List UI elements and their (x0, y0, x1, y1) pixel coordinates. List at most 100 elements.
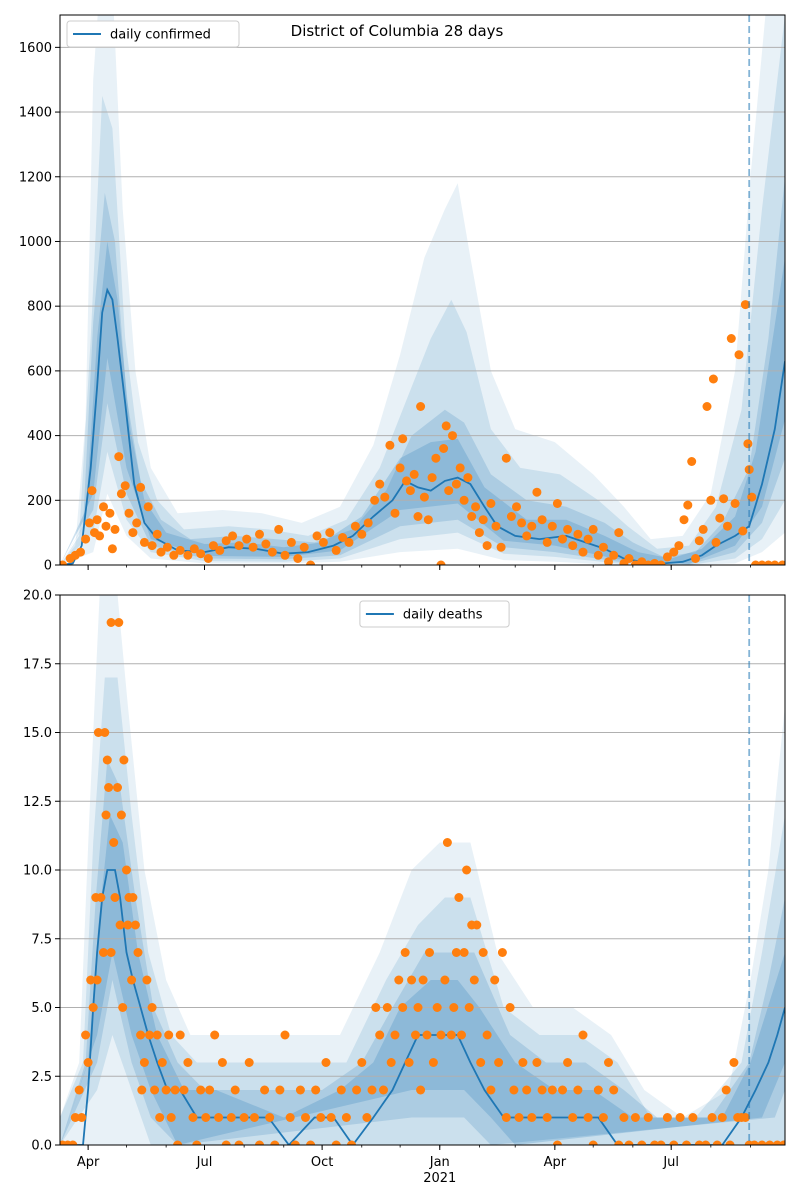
observed-point (130, 920, 140, 930)
observed-point (462, 865, 472, 875)
observed-point (81, 1030, 91, 1040)
observed-point (455, 463, 465, 473)
observed-point (486, 1085, 496, 1095)
observed-point (490, 975, 500, 985)
confirmed-observed-points (60, 300, 785, 565)
y-tick-label: 12.5 (23, 795, 52, 810)
observed-point (451, 948, 461, 957)
observed-point (101, 810, 111, 820)
observed-point (390, 1030, 400, 1040)
observed-point (609, 550, 619, 560)
uncertainty-band-2 (60, 15, 785, 565)
observed-point (444, 486, 454, 496)
observed-point (547, 521, 557, 531)
observed-point (173, 1140, 183, 1145)
observed-point (674, 541, 684, 551)
observed-point (757, 1140, 767, 1145)
y-tick-label: 1200 (19, 170, 52, 185)
observed-point (662, 552, 672, 562)
observed-point (123, 920, 133, 930)
observed-point (205, 1085, 215, 1095)
observed-point (189, 544, 199, 554)
deaths-legend: daily deaths (359, 600, 510, 628)
observed-point (398, 1003, 408, 1012)
observed-point (683, 500, 693, 510)
observed-point (87, 486, 97, 496)
observed-point (691, 554, 700, 563)
observed-point (234, 541, 244, 551)
observed-point (687, 457, 697, 466)
observed-point (698, 524, 708, 534)
observed-point (463, 473, 473, 483)
observed-point (137, 1085, 147, 1095)
observed-point (656, 1140, 666, 1145)
confirmed-plot-area (60, 15, 785, 565)
observed-point (76, 547, 85, 557)
observed-point (142, 975, 152, 985)
observed-point (136, 482, 146, 492)
observed-point (478, 515, 488, 525)
observed-point (390, 508, 400, 518)
observed-point (675, 1113, 685, 1122)
observed-point (152, 1030, 162, 1040)
observed-point (116, 489, 126, 499)
observed-point (522, 531, 532, 541)
observed-point (563, 1058, 573, 1067)
observed-point (380, 492, 390, 502)
observed-point (260, 1085, 270, 1095)
observed-point (604, 557, 613, 565)
observed-point (730, 499, 740, 508)
observed-point (120, 481, 130, 491)
legend-label: daily confirmed (110, 28, 211, 43)
observed-point (147, 541, 157, 551)
observed-point (394, 975, 404, 985)
observed-point (248, 542, 258, 552)
observed-point (113, 783, 122, 792)
observed-point (107, 544, 117, 554)
observed-point (509, 1085, 519, 1095)
observed-point (70, 1113, 80, 1122)
observed-point (242, 534, 252, 544)
observed-point (100, 728, 110, 737)
observed-point (161, 1085, 171, 1095)
y-tick-label: 800 (27, 300, 52, 315)
observed-point (175, 1030, 185, 1040)
x-tick-label: Oct (311, 1155, 333, 1170)
observed-point (357, 529, 367, 539)
observed-point (352, 1085, 362, 1095)
x-tick-label: Jan (429, 1155, 450, 1170)
observed-point (128, 528, 138, 538)
observed-point (350, 521, 360, 531)
observed-point (497, 948, 507, 957)
observed-point (375, 479, 385, 489)
observed-point (210, 1030, 220, 1040)
observed-point (88, 1003, 98, 1012)
observed-point (643, 1113, 653, 1122)
observed-point (338, 533, 348, 542)
observed-point (708, 374, 718, 384)
observed-point (537, 515, 547, 525)
y-tick-label: 20.0 (23, 589, 52, 604)
observed-point (706, 495, 716, 505)
observed-point (321, 1058, 331, 1067)
observed-point (110, 893, 120, 902)
observed-point (344, 537, 354, 547)
observed-point (411, 1030, 420, 1040)
observed-point (740, 300, 750, 310)
observed-point (179, 1085, 189, 1095)
observed-point (558, 1085, 567, 1095)
observed-point (583, 534, 593, 544)
observed-point (583, 1113, 593, 1122)
observed-point (448, 431, 457, 441)
y-tick-label: 1600 (19, 41, 52, 56)
observed-point (170, 1085, 180, 1095)
observed-point (116, 810, 126, 820)
y-tick-label: 17.5 (23, 657, 52, 672)
observed-point (512, 502, 521, 512)
observed-point (469, 975, 479, 985)
observed-point (532, 1058, 542, 1067)
observed-point (743, 439, 753, 449)
observed-point (765, 1140, 775, 1145)
observed-point (128, 893, 138, 902)
observed-point (518, 1058, 528, 1067)
